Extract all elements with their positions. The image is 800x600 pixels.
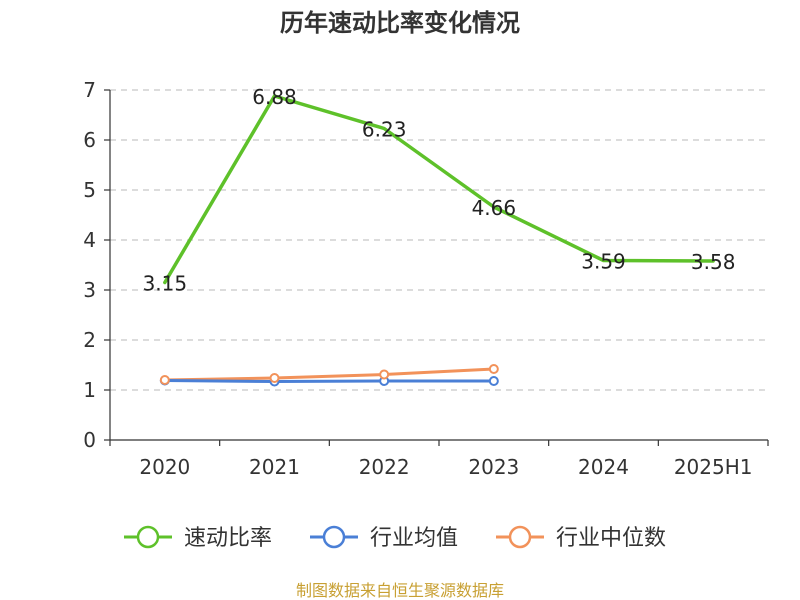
legend-item[interactable]: 速动比率 [124,525,272,551]
x-tick-label: 2024 [578,455,629,479]
series-line [163,367,496,382]
data-label: 6.88 [252,85,297,109]
x-tick-label: 2023 [468,455,519,479]
data-label: 3.15 [143,272,188,296]
data-point[interactable] [159,375,170,385]
data-label: 3.59 [581,250,626,274]
legend-label: 速动比率 [184,526,272,551]
y-tick-label: 0 [83,428,96,452]
x-tick-label: 2021 [249,455,300,479]
data-point[interactable] [488,376,499,386]
y-tick-label: 6 [83,128,96,152]
x-tick-label: 2020 [139,455,190,479]
legend[interactable]: 速动比率 行业均值 行业中位数 [124,525,666,551]
series-group: 3.15 6.88 6.23 4.66 3.59 3.58 [143,85,736,387]
grid-lines [110,89,768,391]
data-point[interactable] [379,369,390,380]
series-line [163,94,715,285]
data-label: 3.58 [691,250,736,274]
y-tick-label: 1 [83,378,96,402]
source-note: 制图数据来自恒生聚源数据库 [296,581,504,600]
y-tick-label: 3 [83,278,96,302]
legend-marker [508,525,532,549]
y-tick-label: 4 [83,228,96,252]
x-tick-label: 2025H1 [674,455,753,479]
data-label: 4.66 [472,196,517,220]
legend-label: 行业中位数 [556,526,666,551]
legend-item[interactable]: 行业均值 [310,525,458,551]
legend-marker [322,525,346,549]
legend-item[interactable]: 行业中位数 [496,525,666,551]
y-tick-label: 7 [83,78,96,102]
series-line [163,379,496,383]
data-label: 6.23 [362,118,407,142]
y-tick-label: 2 [83,328,96,352]
x-tick-label: 2022 [359,455,410,479]
data-point[interactable] [269,373,280,383]
data-point[interactable] [488,364,499,374]
chart-title: 历年速动比率变化情况 [280,9,520,37]
legend-marker [136,525,160,549]
legend-label: 行业均值 [370,526,458,551]
axes: 0 1 2 3 4 5 6 7 2020 2021 2022 2023 2024 2025H1 [83,78,769,479]
y-tick-label: 5 [83,178,96,202]
